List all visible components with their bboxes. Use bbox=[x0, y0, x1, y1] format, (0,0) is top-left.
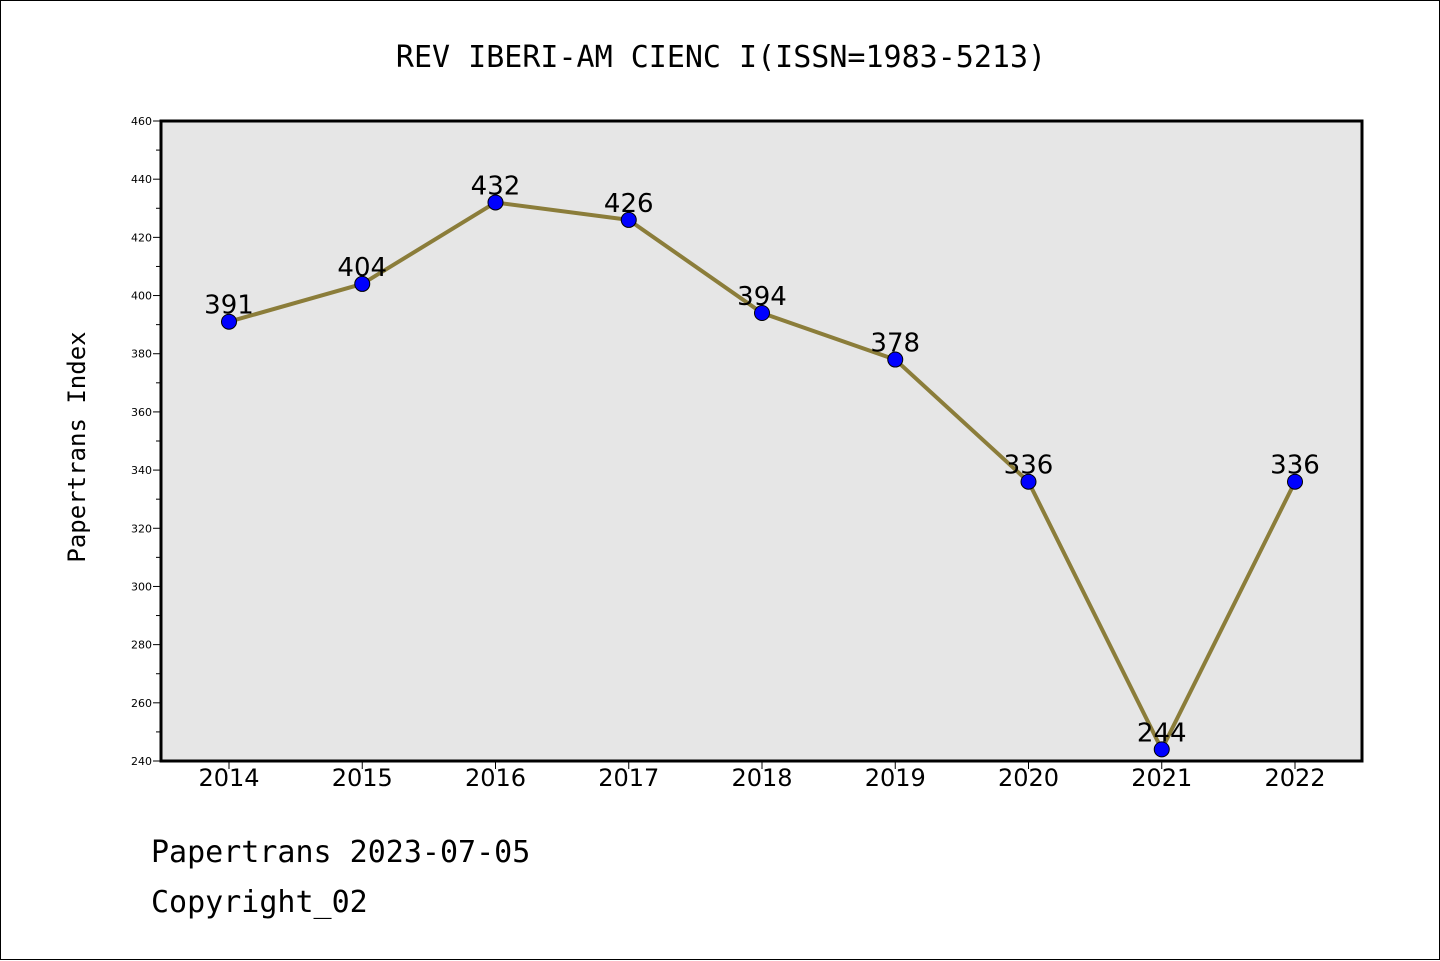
y-tick-label: 240 bbox=[131, 755, 152, 768]
data-label: 336 bbox=[1270, 451, 1320, 481]
data-label: 404 bbox=[337, 253, 387, 283]
data-label: 391 bbox=[204, 291, 254, 321]
data-label: 244 bbox=[1137, 718, 1187, 748]
data-point bbox=[354, 275, 371, 292]
data-label: 426 bbox=[604, 189, 654, 219]
x-tick-label: 2017 bbox=[598, 764, 659, 792]
data-point bbox=[620, 211, 637, 228]
y-tick-label: 440 bbox=[131, 173, 152, 186]
x-tick-label: 2022 bbox=[1264, 764, 1325, 792]
y-tick-label: 460 bbox=[131, 115, 152, 128]
y-tick-label: 260 bbox=[131, 697, 152, 710]
x-axis: 2014 2015 2016 2017 2018 2019 2020 2021 2022 bbox=[198, 761, 1326, 792]
data-point bbox=[1153, 741, 1170, 758]
data-point bbox=[221, 313, 237, 330]
data-point bbox=[887, 351, 904, 368]
y-tick-label: 380 bbox=[131, 348, 152, 361]
data-point bbox=[1287, 473, 1303, 490]
footer-copyright: Copyright_02 bbox=[151, 885, 368, 920]
series-group: 391 404 432 426 394 378 336 244 336 bbox=[204, 171, 1320, 758]
y-axis-label: Papertrans Index bbox=[63, 331, 91, 562]
data-label: 432 bbox=[471, 171, 521, 201]
data-point bbox=[487, 194, 504, 211]
data-label: 378 bbox=[870, 329, 920, 359]
data-point bbox=[1020, 473, 1037, 490]
x-tick-label: 2018 bbox=[731, 764, 792, 792]
chart-title: REV IBERI-AM CIENC I(ISSN=1983-5213) bbox=[396, 40, 1046, 75]
y-tick-label: 360 bbox=[131, 406, 152, 419]
y-tick-label: 420 bbox=[131, 231, 152, 244]
y-tick-label: 320 bbox=[131, 522, 152, 535]
plot-area bbox=[159, 119, 1364, 763]
footer-date: Papertrans 2023-07-05 bbox=[151, 835, 531, 870]
data-label: 394 bbox=[737, 282, 787, 312]
x-tick-label: 2015 bbox=[332, 764, 393, 792]
x-tick-label: 2014 bbox=[198, 764, 259, 792]
x-tick-label: 2019 bbox=[865, 764, 926, 792]
y-tick-label: 340 bbox=[131, 464, 152, 477]
y-tick-label: 280 bbox=[131, 639, 152, 652]
data-point bbox=[754, 305, 770, 321]
y-tick-label: 400 bbox=[131, 290, 152, 303]
data-label: 336 bbox=[1004, 451, 1054, 481]
x-tick-label: 2021 bbox=[1131, 764, 1192, 792]
y-tick-label: 300 bbox=[131, 580, 152, 593]
y-axis: 240 260 280 300 320 340 360 380 400 420 440 460 bbox=[131, 115, 161, 768]
x-tick-label: 2016 bbox=[465, 764, 526, 792]
x-tick-label: 2020 bbox=[998, 764, 1059, 792]
